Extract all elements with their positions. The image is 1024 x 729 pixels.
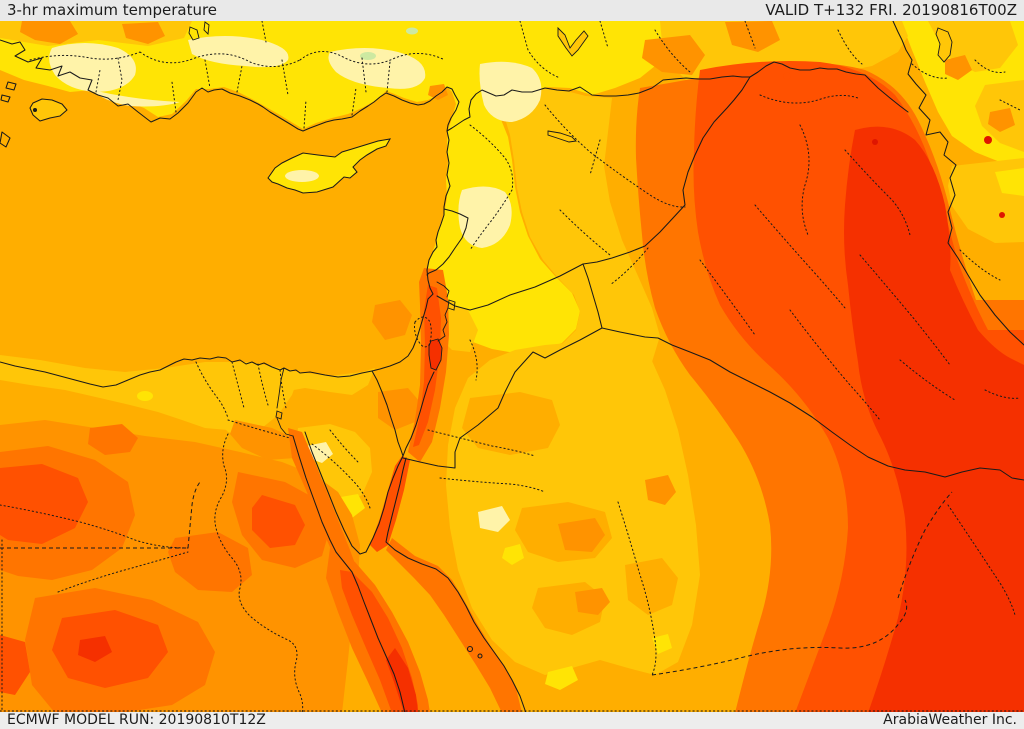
border-turkey-syria-iraq xyxy=(446,61,909,132)
island-dot xyxy=(32,107,38,113)
lake-ataturk xyxy=(557,26,589,57)
temp-region xyxy=(78,636,112,662)
temp-region xyxy=(872,139,878,145)
temp-region xyxy=(168,532,252,592)
coast-gulf-aqaba-west xyxy=(365,455,404,553)
admin-egypt-nile xyxy=(0,361,371,714)
temp-region xyxy=(360,52,376,60)
coast-gulf-suez-east xyxy=(304,431,367,555)
admin-turkey xyxy=(29,20,1021,129)
temp-region xyxy=(984,136,992,144)
suez-canal xyxy=(276,367,294,437)
footer-bar: ECMWF MODEL RUN: 20190810T12Z ArabiaWeat… xyxy=(0,712,1024,729)
temp-region xyxy=(372,300,412,340)
temp-region xyxy=(406,27,418,35)
temp-region xyxy=(575,588,610,615)
temp-region xyxy=(503,88,660,395)
temp-region xyxy=(252,495,305,548)
header-bar: 3-hr maximum temperature VALID T+132 FRI… xyxy=(0,0,1024,21)
temp-region xyxy=(200,362,300,438)
temp-region xyxy=(645,475,676,505)
brand-label: ArabiaWeather Inc. xyxy=(883,712,1017,728)
temp-region xyxy=(188,36,289,68)
temp-region xyxy=(995,168,1024,196)
border-israel-egypt xyxy=(371,370,404,457)
temp-fill-regions xyxy=(0,21,1024,714)
temp-region xyxy=(0,464,88,544)
temp-region xyxy=(0,635,30,695)
coast-gulf-suez-west-redsea xyxy=(292,435,406,714)
temp-region xyxy=(413,285,441,447)
temp-region xyxy=(20,21,78,44)
lake-dead-sea xyxy=(428,338,443,371)
border-wadi-araba xyxy=(402,371,435,457)
lake-bitter xyxy=(275,410,283,420)
admin-dashed-egypt xyxy=(0,481,201,549)
lake-urmia xyxy=(935,27,953,63)
temp-region xyxy=(386,538,522,713)
lake-beysehir xyxy=(188,26,200,41)
temp-region xyxy=(285,170,319,182)
temp-region xyxy=(844,126,1024,713)
temp-region xyxy=(370,456,410,552)
model-run-label: ECMWF MODEL RUN: 20190810T12Z xyxy=(7,712,266,728)
temp-region xyxy=(92,90,180,107)
lake-galilee xyxy=(447,299,456,311)
river-jordan xyxy=(437,307,449,342)
border-syria-iraq-saudi xyxy=(582,76,1024,481)
temp-region xyxy=(928,21,1018,72)
border-syria-jordan xyxy=(436,263,584,311)
temp-region xyxy=(625,558,678,615)
temp-region xyxy=(386,648,418,713)
temp-region xyxy=(88,424,138,455)
coastline-mediterranean xyxy=(0,39,460,388)
temp-region xyxy=(545,666,578,690)
temp-region xyxy=(458,186,512,248)
temp-region xyxy=(328,48,426,89)
border-golan xyxy=(436,281,450,298)
cyprus-island xyxy=(267,138,392,194)
admin-jordan-saudi xyxy=(414,316,1016,676)
island-red-sea xyxy=(477,653,483,659)
temp-region xyxy=(462,392,560,455)
valid-time-label: VALID T+132 FRI. 20190816T00Z xyxy=(765,1,1017,19)
temp-region xyxy=(428,84,448,100)
temp-region xyxy=(479,61,542,122)
admin-boundaries-dashed xyxy=(0,481,953,676)
temp-region xyxy=(137,391,153,401)
temp-region xyxy=(122,22,165,44)
border-lebanon xyxy=(426,208,469,276)
temp-region xyxy=(988,108,1015,132)
admin-syria-iraq xyxy=(469,94,1021,421)
island-small xyxy=(0,81,17,148)
temp-region xyxy=(642,35,705,75)
temp-region xyxy=(378,388,420,430)
temp-region xyxy=(652,634,672,654)
temp-region xyxy=(230,420,298,460)
temp-region xyxy=(999,212,1005,218)
admin-dashed-saudi xyxy=(651,491,953,676)
island-red-sea xyxy=(466,645,474,653)
coastlines xyxy=(0,39,483,659)
border-jordan-saudi xyxy=(402,327,603,469)
border-iran xyxy=(892,20,1024,346)
temp-region xyxy=(288,428,358,578)
temp-region xyxy=(558,518,605,552)
admin-boundaries xyxy=(0,20,1024,714)
lake-assad xyxy=(547,130,577,143)
lakes xyxy=(188,21,953,420)
coast-gulf-aqaba-east-saudi xyxy=(385,457,527,714)
temp-region xyxy=(478,506,510,532)
lake-egirdir xyxy=(203,21,210,35)
country-borders xyxy=(276,20,1024,714)
map-title: 3-hr maximum temperature xyxy=(7,1,218,19)
island-rhodes xyxy=(29,98,68,122)
temp-region xyxy=(502,544,524,565)
temp-region xyxy=(725,21,780,52)
temp-region xyxy=(783,72,791,80)
temp-region xyxy=(945,55,972,80)
